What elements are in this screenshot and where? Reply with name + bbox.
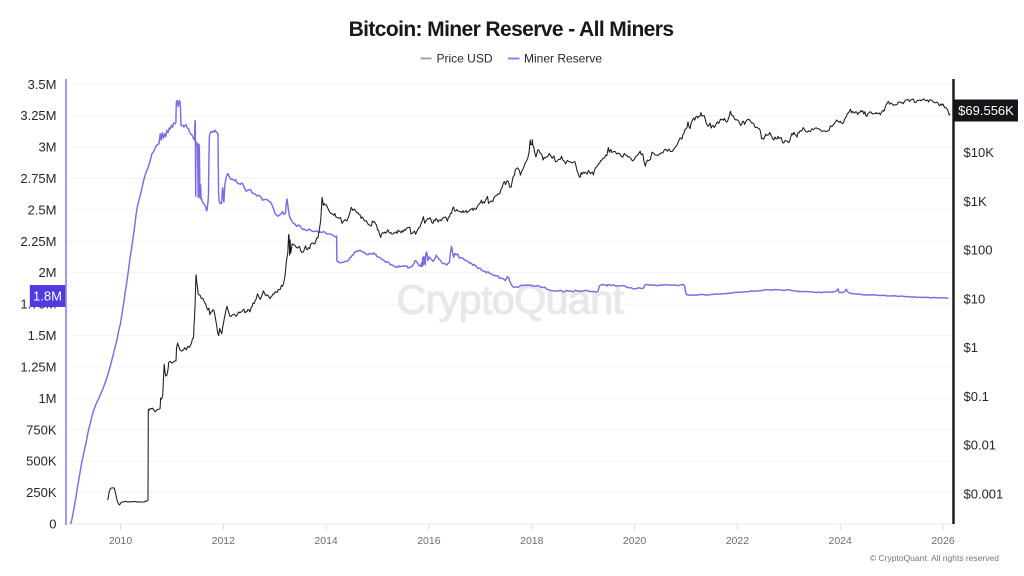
svg-text:Bitcoin: Miner Reserve - All M: Bitcoin: Miner Reserve - All Miners — [349, 18, 674, 41]
svg-text:500K: 500K — [26, 454, 57, 469]
svg-text:2014: 2014 — [314, 535, 338, 547]
svg-text:3M: 3M — [38, 140, 56, 155]
svg-text:2026: 2026 — [931, 535, 955, 547]
svg-text:2022: 2022 — [726, 535, 750, 547]
svg-text:250K: 250K — [26, 485, 57, 500]
svg-text:Price USD: Price USD — [437, 52, 493, 66]
svg-text:2024: 2024 — [829, 535, 853, 547]
svg-text:$1: $1 — [964, 340, 978, 355]
svg-text:0: 0 — [49, 517, 56, 532]
svg-text:$69.556K: $69.556K — [958, 103, 1014, 118]
svg-text:1.25M: 1.25M — [20, 360, 56, 375]
svg-text:$100: $100 — [964, 243, 993, 258]
svg-text:1.5M: 1.5M — [28, 328, 57, 343]
svg-text:2010: 2010 — [109, 535, 133, 547]
svg-text:© CryptoQuant. All rights rese: © CryptoQuant. All rights reserved — [870, 553, 999, 563]
svg-text:$10: $10 — [964, 291, 986, 306]
svg-text:2018: 2018 — [520, 535, 544, 547]
svg-text:$0.001: $0.001 — [964, 486, 1004, 501]
svg-text:3.5M: 3.5M — [28, 77, 57, 92]
svg-text:750K: 750K — [26, 422, 57, 437]
svg-text:2.75M: 2.75M — [20, 171, 56, 186]
svg-text:2012: 2012 — [212, 535, 236, 547]
svg-text:2.5M: 2.5M — [28, 202, 57, 217]
svg-text:1M: 1M — [38, 391, 56, 406]
svg-text:$0.01: $0.01 — [964, 438, 997, 453]
svg-text:$0.1: $0.1 — [964, 389, 989, 404]
svg-text:Miner Reserve: Miner Reserve — [524, 52, 602, 66]
svg-text:$10K: $10K — [964, 145, 995, 160]
svg-text:2M: 2M — [38, 265, 56, 280]
svg-text:3.25M: 3.25M — [20, 108, 56, 123]
svg-text:$1K: $1K — [964, 194, 987, 209]
svg-text:2020: 2020 — [623, 535, 647, 547]
svg-text:2016: 2016 — [417, 535, 441, 547]
svg-text:2.25M: 2.25M — [20, 234, 56, 249]
svg-text:1.8M: 1.8M — [33, 289, 62, 304]
